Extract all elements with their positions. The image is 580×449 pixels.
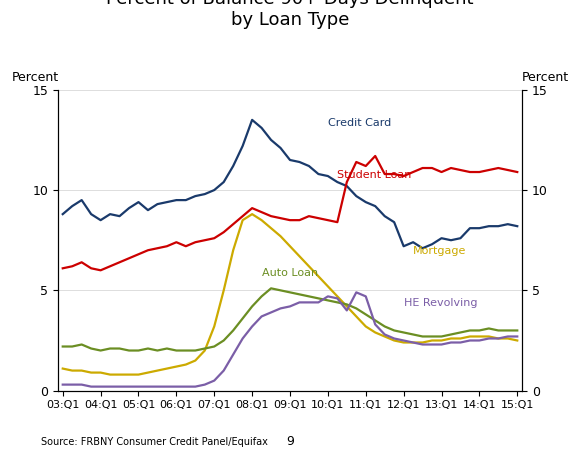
- Text: Credit Card: Credit Card: [328, 118, 391, 128]
- Text: Percent: Percent: [521, 71, 568, 84]
- Text: HE Revolving: HE Revolving: [404, 299, 477, 308]
- Text: Auto Loan: Auto Loan: [262, 269, 318, 278]
- Title: Percent of Balance 90+ Days Delinquent
by Loan Type: Percent of Balance 90+ Days Delinquent b…: [106, 0, 474, 29]
- Text: Student Loan: Student Loan: [338, 170, 412, 180]
- Text: Source: FRBNY Consumer Credit Panel/Equifax: Source: FRBNY Consumer Credit Panel/Equi…: [41, 436, 267, 446]
- Text: Percent: Percent: [12, 71, 59, 84]
- Text: Mortgage: Mortgage: [413, 246, 466, 256]
- Text: 9: 9: [286, 435, 294, 448]
